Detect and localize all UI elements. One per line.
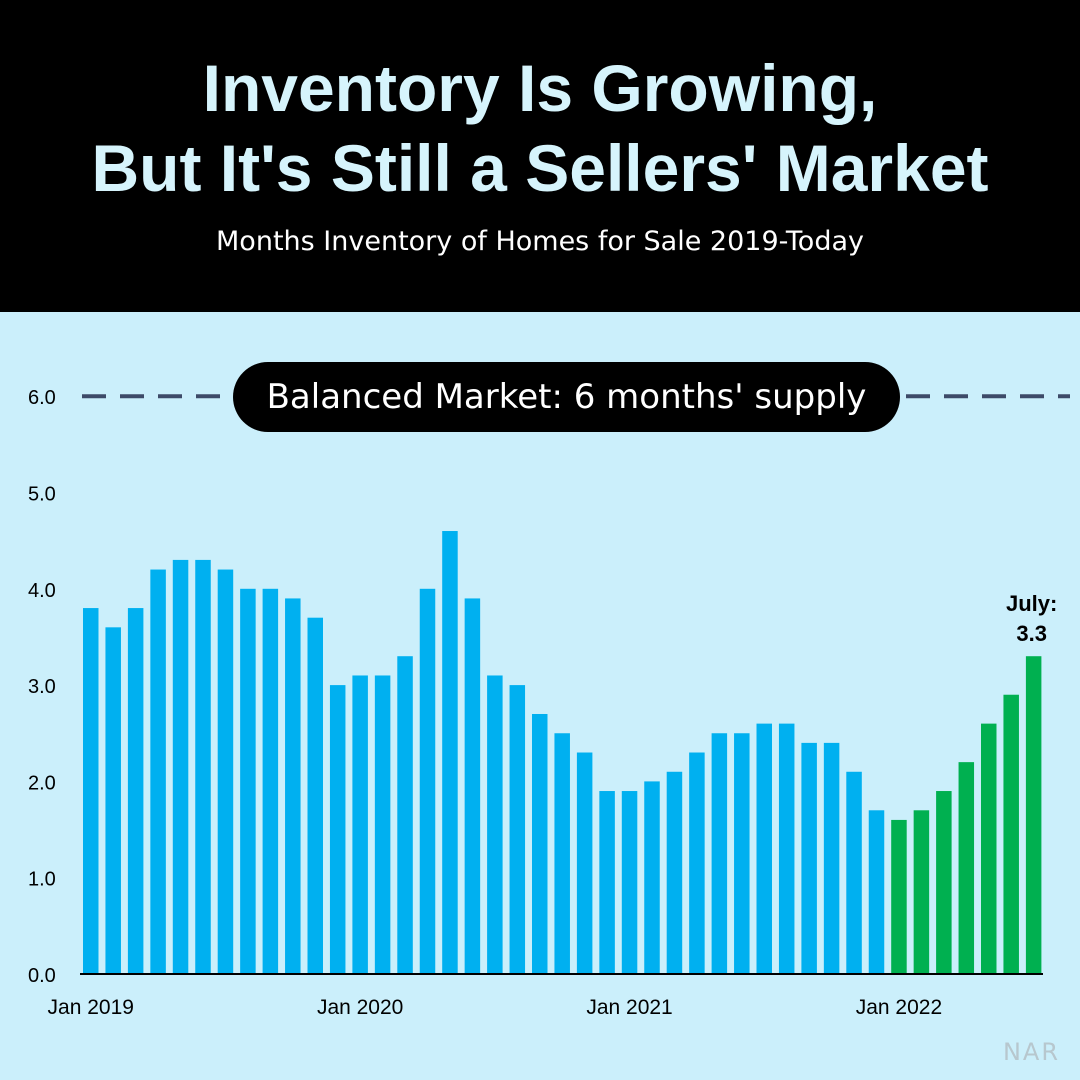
bar-green <box>1025 656 1042 974</box>
header-banner <box>0 0 1080 312</box>
bar-blue <box>307 617 323 974</box>
y-tick-label: 2.0 <box>28 772 56 794</box>
bar-blue <box>83 608 99 974</box>
y-tick-label: 5.0 <box>28 484 56 506</box>
bar-blue <box>532 713 548 974</box>
y-tick-label: 3.0 <box>28 676 56 698</box>
y-tick-label: 4.0 <box>28 580 56 602</box>
bar-green <box>891 819 907 974</box>
bar-blue <box>756 723 772 974</box>
x-tick-label: Jan 2019 <box>48 996 134 1019</box>
bar-blue <box>666 771 683 974</box>
bar-blue <box>262 588 279 974</box>
bar-blue <box>554 733 570 974</box>
title-line-2: But It's Still a Sellers' Market <box>91 131 989 205</box>
bar-blue <box>195 559 211 974</box>
callout-label: July: <box>1006 591 1057 616</box>
balanced-market-label: Balanced Market: 6 months' supply <box>233 362 900 432</box>
y-tick-label: 6.0 <box>28 387 56 409</box>
bar-blue <box>150 569 166 974</box>
bar-blue <box>464 598 481 974</box>
bar-chart: 0.0 1.0 2.0 3.0 4.0 5.0 6.0 Jan 2019 Jan 2020 Jan… <box>28 387 1070 1019</box>
bar-blue <box>644 781 660 974</box>
title-line-1: Inventory Is Growing, <box>202 51 878 125</box>
bar-blue <box>127 608 144 974</box>
bar-green <box>958 762 975 974</box>
y-tick-label: 0.0 <box>28 965 56 987</box>
bar-blue <box>105 627 121 974</box>
bar-blue <box>487 675 503 974</box>
bar-blue <box>599 791 615 974</box>
bar-blue <box>352 675 368 974</box>
bar-green <box>981 723 997 974</box>
x-tick-label: Jan 2022 <box>856 996 942 1019</box>
bar-blue <box>846 771 862 974</box>
bar-blue <box>285 598 301 974</box>
callout-value: 3.3 <box>1016 621 1047 646</box>
y-tick-label: 1.0 <box>28 869 56 891</box>
bar-blue <box>217 569 234 974</box>
source-label: NAR <box>1002 1038 1060 1066</box>
x-tick-label: Jan 2020 <box>317 996 403 1019</box>
bar-blue <box>172 559 189 974</box>
bar-blue <box>734 733 750 974</box>
bar-blue <box>240 588 256 974</box>
bar-blue <box>868 810 885 974</box>
bar-blue <box>801 742 817 974</box>
bar-blue <box>374 675 391 974</box>
bar-blue <box>442 531 458 974</box>
bar-blue <box>509 685 526 974</box>
bar-blue <box>823 742 840 974</box>
bar-green <box>936 791 952 974</box>
bar-blue <box>621 791 638 974</box>
chart-title: Inventory Is Growing, But It's Still a S… <box>0 48 1080 208</box>
bar-blue <box>397 656 413 974</box>
bar-blue <box>689 752 705 974</box>
bar-blue <box>329 685 346 974</box>
bar-green <box>913 810 930 974</box>
bar-blue <box>419 588 436 974</box>
bar-blue <box>711 733 728 974</box>
bar-blue <box>576 752 593 974</box>
x-tick-label: Jan 2021 <box>586 996 672 1019</box>
bar-blue <box>778 723 795 974</box>
bar-green <box>1003 694 1019 974</box>
chart-subtitle: Months Inventory of Homes for Sale 2019-… <box>216 226 864 257</box>
